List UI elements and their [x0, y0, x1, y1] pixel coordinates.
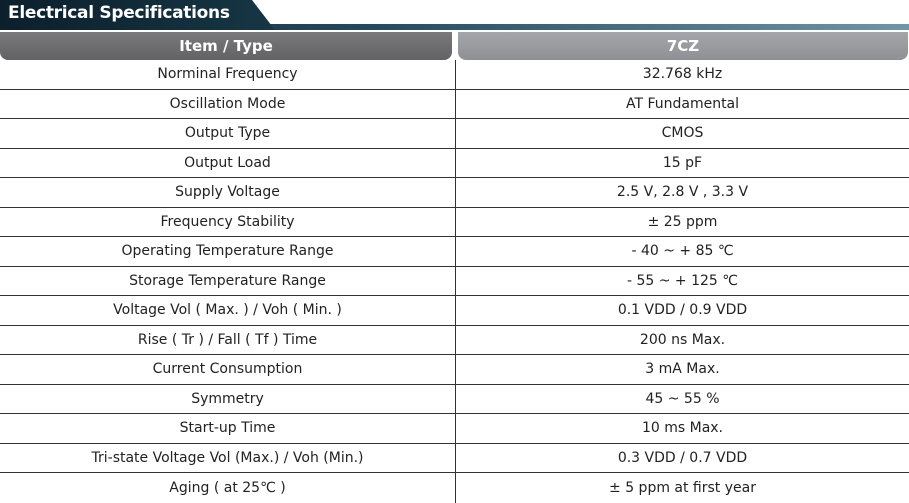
- spec-value: CMOS: [661, 125, 704, 142]
- table-row: Frequency Stability ± 25 ppm: [0, 207, 909, 237]
- spec-value: 45 ~ 55 %: [645, 390, 720, 407]
- table-row: Tri-state Voltage Vol (Max.) / Voh (Min.…: [0, 443, 909, 473]
- spec-value: AT Fundamental: [625, 95, 740, 112]
- column-header-item: Item / Type: [0, 32, 452, 60]
- spec-value: ± 25 ppm: [647, 213, 718, 230]
- table-row: Storage Temperature Range - 55 ~ + 125 ℃: [0, 266, 909, 296]
- spec-item: Current Consumption: [0, 355, 456, 384]
- spec-value: 10 ms Max.: [641, 420, 724, 437]
- table-row: Voltage Vol ( Max. ) / Voh ( Min. ) 0.1 V…: [0, 296, 909, 326]
- spec-item: Aging ( at 25℃ ): [0, 473, 456, 503]
- spec-value: 32.768 kHz: [642, 66, 723, 83]
- table-row: Rise ( Tr ) / Fall ( Tf ) Time 200 ns Max…: [0, 325, 909, 355]
- spec-item: Oscillation Mode: [0, 89, 456, 118]
- spec-item: Norminal Frequency: [0, 60, 456, 89]
- spec-value: 15 pF: [662, 154, 703, 171]
- spec-item: Rise ( Tr ) / Fall ( Tf ) Time: [0, 325, 456, 354]
- table-row: Supply Voltage 2.5 V, 2.8 V , 3.3 V: [0, 178, 909, 208]
- spec-item: Symmetry: [0, 384, 456, 413]
- spec-item: Voltage Vol ( Max. ) / Voh ( Min. ): [0, 296, 456, 325]
- title-underline: [0, 24, 909, 30]
- spec-item: Start-up Time: [0, 414, 456, 443]
- spec-value: 200 ns Max.: [639, 331, 726, 348]
- spec-item: Operating Temperature Range: [0, 237, 456, 266]
- table-row: Oscillation Mode AT Fundamental: [0, 89, 909, 119]
- spec-value: 2.5 V, 2.8 V , 3.3 V: [616, 184, 749, 201]
- column-header-model: 7CZ: [458, 32, 908, 60]
- spec-value: 0.3 VDD / 0.7 VDD: [617, 449, 748, 466]
- spec-item: Output Load: [0, 148, 456, 177]
- spec-item: Output Type: [0, 119, 456, 148]
- table-row: Symmetry 45 ~ 55 %: [0, 384, 909, 414]
- page-title: Electrical Specifications: [8, 3, 230, 23]
- table-row: Aging ( at 25℃ ) ± 5 ppm at first year: [0, 473, 909, 503]
- table-row: Output Type CMOS: [0, 119, 909, 149]
- table-row: Start-up Time 10 ms Max.: [0, 414, 909, 444]
- spec-value: - 55 ~ + 125 ℃: [626, 272, 739, 289]
- spec-item: Supply Voltage: [0, 178, 456, 207]
- table-row: Current Consumption 3 mA Max.: [0, 355, 909, 385]
- table-row: Norminal Frequency 32.768 kHz: [0, 60, 909, 90]
- spec-item: Storage Temperature Range: [0, 266, 456, 295]
- spec-value: 3 mA Max.: [645, 361, 720, 378]
- table-row: Output Load 15 pF: [0, 148, 909, 178]
- title-banner: [0, 0, 275, 30]
- spec-table: Norminal Frequency 32.768 kHz Oscillation …: [0, 60, 909, 503]
- spec-item: Tri-state Voltage Vol (Max.) / Voh (Min.…: [0, 443, 456, 472]
- spec-item: Frequency Stability: [0, 207, 456, 236]
- table-row: Operating Temperature Range - 40 ~ + 85 ℃: [0, 237, 909, 267]
- spec-value: - 40 ~ + 85 ℃: [631, 243, 734, 260]
- spec-value: 0.1 VDD / 0.9 VDD: [617, 302, 748, 319]
- spec-value: ± 5 ppm at first year: [609, 479, 756, 496]
